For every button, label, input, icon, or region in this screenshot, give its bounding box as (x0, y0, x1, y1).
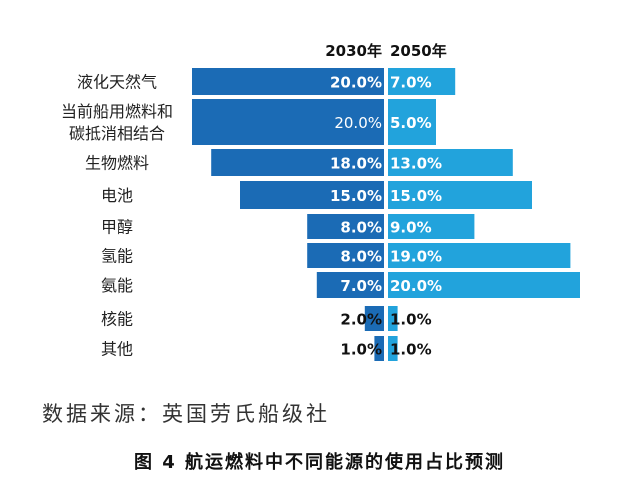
value-label-2030-2: 18.0% (330, 155, 382, 173)
category-label-1-line0: 当前船用燃料和 (61, 102, 173, 121)
category-label-4: 甲醇 (101, 218, 133, 237)
value-label-2030-7: 2.0% (340, 311, 382, 329)
bar-2050-8 (388, 336, 398, 361)
bar-2030-2 (211, 149, 384, 176)
bar-2030-3 (240, 181, 384, 209)
value-label-2050-8: 1.0% (390, 341, 432, 359)
bar-2050-3 (388, 181, 532, 209)
value-label-2030-4: 8.0% (340, 219, 382, 237)
category-label-6: 氨能 (101, 276, 133, 295)
value-label-2050-1: 5.0% (390, 114, 432, 132)
value-label-2050-3: 15.0% (390, 187, 442, 205)
category-label-2: 生物燃料 (85, 154, 149, 173)
figure-caption: 图 4 航运燃料中不同能源的使用占比预测 (133, 452, 506, 473)
bar-2030-1 (192, 99, 384, 145)
bar-2030-5 (307, 243, 384, 268)
value-label-2030-0: 20.0% (330, 74, 382, 92)
source-note: 数据来源：英国劳氏船级社 (42, 402, 330, 426)
bar-2030-6 (316, 272, 384, 298)
bar-2050-7 (388, 306, 398, 331)
value-label-2050-2: 13.0% (390, 155, 442, 173)
value-label-2030-5: 8.0% (340, 248, 382, 266)
category-label-3: 电池 (101, 186, 133, 205)
value-label-2030-1: 20.0% (334, 114, 382, 132)
bar-2030-0 (192, 68, 384, 95)
bar-2050-2 (388, 149, 513, 176)
bar-2050-0 (388, 68, 456, 95)
bar-2030-4 (307, 214, 384, 239)
value-label-2050-5: 19.0% (390, 248, 442, 266)
value-label-2030-3: 15.0% (330, 187, 382, 205)
category-label-5: 氢能 (101, 247, 133, 266)
bar-2050-1 (388, 99, 436, 145)
value-label-2050-4: 9.0% (390, 219, 432, 237)
value-label-2050-7: 1.0% (390, 311, 432, 329)
bar-2050-6 (388, 272, 580, 298)
series-header-2050: 2050年 (390, 42, 447, 60)
value-label-2050-6: 20.0% (390, 277, 442, 295)
category-label-0: 液化天然气 (77, 73, 157, 92)
category-label-1-line1: 碳抵消相结合 (69, 124, 165, 143)
value-label-2030-6: 7.0% (340, 277, 382, 295)
bar-2030-7 (364, 306, 384, 331)
series-header-2030: 2030年 (325, 42, 382, 60)
bar-2050-4 (388, 214, 475, 239)
category-label-8: 其他 (101, 340, 133, 359)
category-label-7: 核能 (101, 310, 133, 329)
value-label-2050-0: 7.0% (390, 74, 432, 92)
value-label-2030-8: 1.0% (340, 341, 382, 359)
bar-2030-8 (374, 336, 384, 361)
bar-2050-5 (388, 243, 571, 268)
